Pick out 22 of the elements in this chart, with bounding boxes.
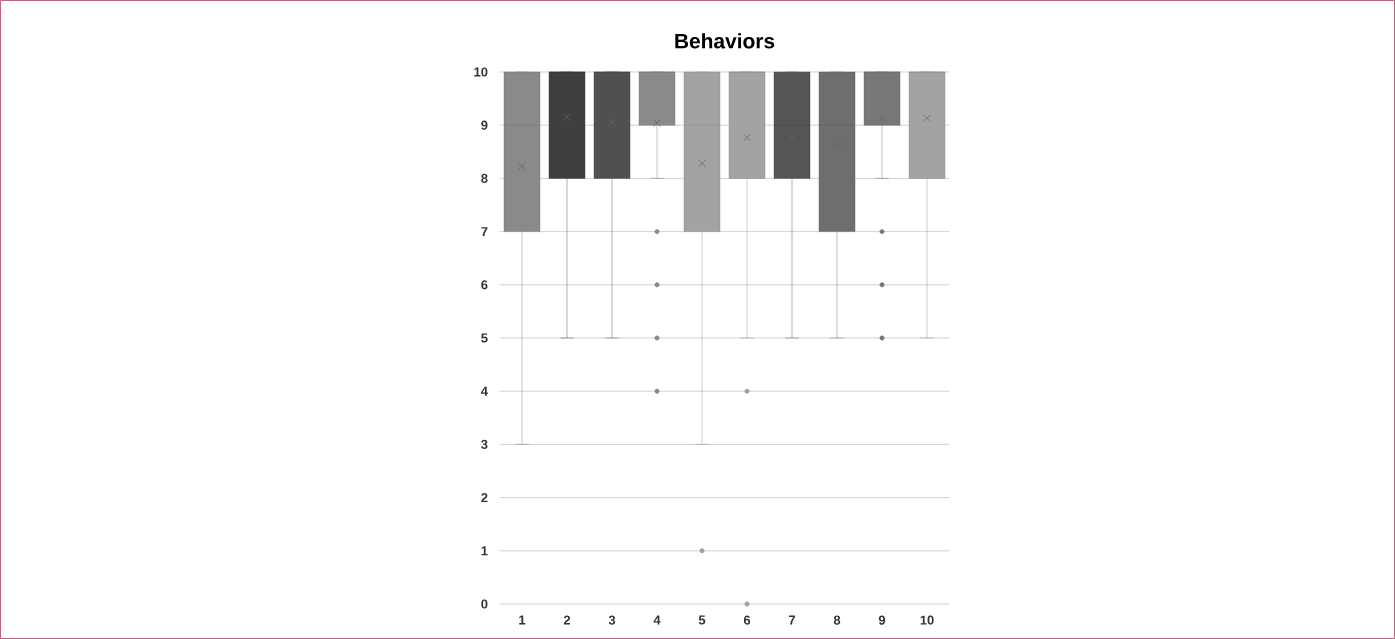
y-tick-label: 7 — [481, 227, 488, 237]
x-tick-label: 5 — [698, 615, 706, 625]
x-tick-label: 4 — [653, 615, 661, 625]
x-tick-label: 9 — [878, 615, 886, 625]
x-tick-label: 1 — [519, 615, 526, 625]
x-tick-label: 2 — [563, 615, 571, 625]
y-tick-label: 0 — [481, 599, 488, 609]
x-tick-label: 10 — [920, 615, 934, 625]
y-tick-label: 3 — [481, 439, 488, 449]
x-tick-label: 7 — [788, 615, 796, 625]
y-tick-label: 5 — [481, 333, 488, 343]
x-tick-label: 8 — [833, 615, 841, 625]
y-tick-label: 2 — [481, 493, 488, 503]
y-tick-label: 1 — [481, 546, 488, 556]
y-tick-label: 4 — [480, 386, 488, 396]
chart-title: Behaviors — [675, 33, 775, 49]
y-tick-label: 6 — [481, 280, 488, 290]
x-tick-label: 3 — [608, 615, 616, 625]
y-tick-label: 10 — [474, 67, 488, 77]
x-tick-label: 6 — [743, 615, 751, 625]
y-tick-label: 8 — [481, 173, 488, 183]
y-tick-label: 9 — [481, 120, 488, 130]
